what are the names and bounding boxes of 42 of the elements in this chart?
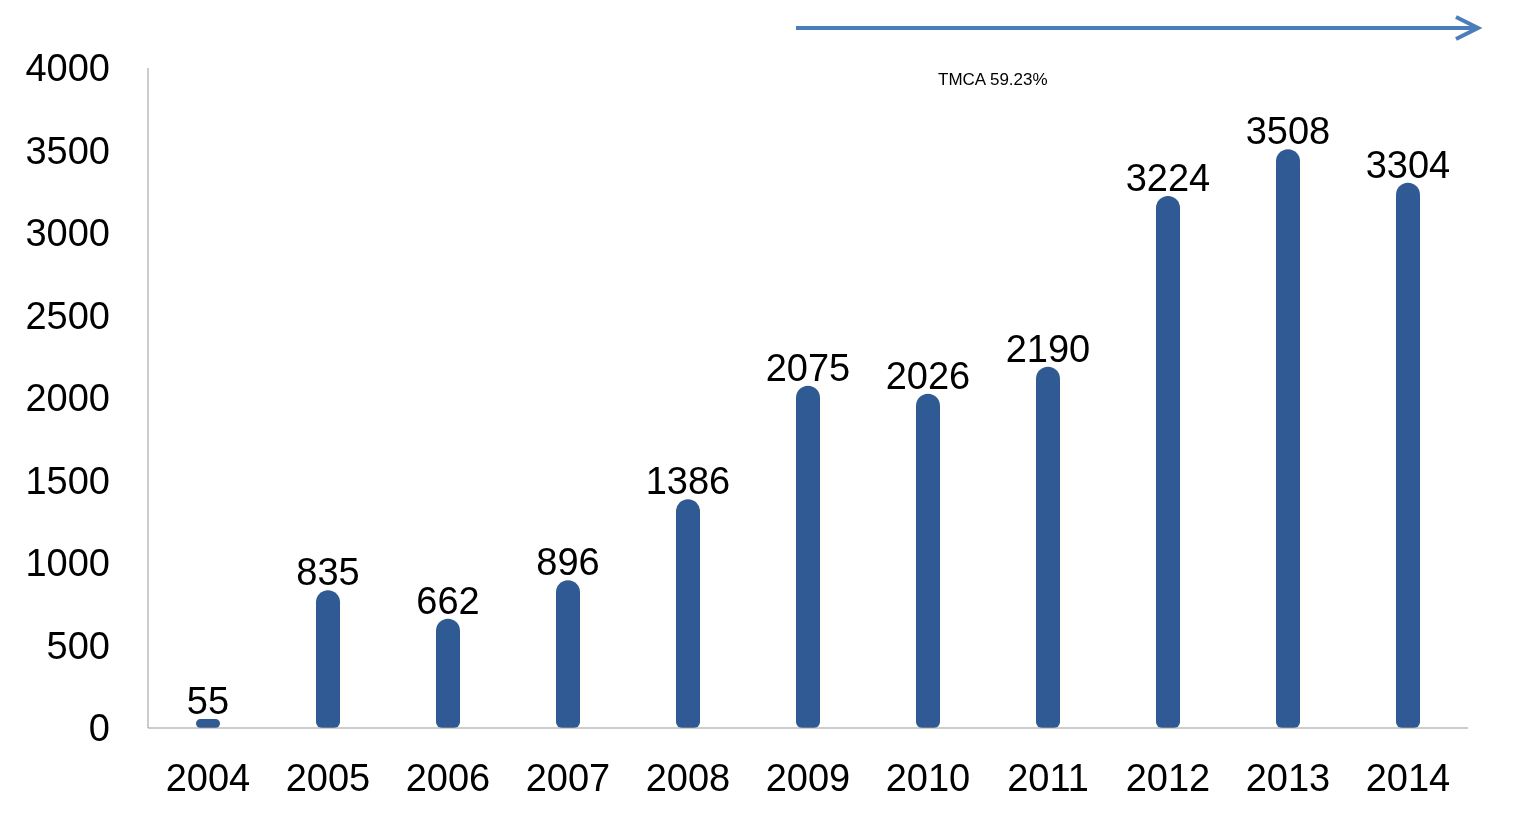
y-tick-label: 4000: [25, 47, 110, 90]
bar: [1276, 149, 1300, 728]
bar: [1036, 366, 1060, 728]
data-label: 896: [536, 541, 600, 584]
bar: [916, 393, 940, 728]
data-label: 835: [296, 551, 360, 594]
x-tick-label: 2004: [165, 756, 251, 799]
bar: [316, 590, 340, 728]
bar: [436, 618, 460, 728]
x-tick-label: 2011: [1007, 756, 1089, 799]
annotation: TMCA 59.23%: [938, 70, 1048, 90]
y-tick-label: 3000: [25, 212, 110, 255]
x-tick-label: 2012: [1125, 756, 1211, 799]
x-tick-label: 2005: [285, 756, 371, 799]
y-tick-label: 500: [46, 624, 110, 667]
y-tick-label: 1500: [25, 459, 110, 502]
bar: [796, 385, 820, 728]
data-label: 2190: [1005, 327, 1091, 370]
bar: [1156, 196, 1180, 728]
data-label: 3224: [1125, 157, 1211, 200]
data-label: 662: [416, 579, 480, 622]
x-tick-label: 2013: [1245, 756, 1331, 799]
x-tick-label: 2010: [885, 756, 971, 799]
y-tick-label: 3500: [25, 129, 110, 172]
data-label: 1386: [645, 460, 731, 503]
data-label: 2075: [765, 346, 851, 389]
y-tick-label: 1000: [25, 542, 110, 585]
y-tick-label: 2500: [25, 294, 110, 337]
data-label: 3508: [1245, 110, 1331, 153]
bar: [1396, 182, 1420, 728]
bar: [556, 580, 580, 728]
x-tick-label: 2007: [525, 756, 611, 799]
data-label: 55: [186, 679, 230, 722]
data-label: 3304: [1365, 143, 1451, 186]
bar: [676, 499, 700, 728]
x-tick-label: 2014: [1365, 756, 1451, 799]
y-tick-label: 2000: [25, 377, 110, 420]
x-tick-label: 2006: [405, 756, 491, 799]
data-label: 2026: [885, 354, 971, 397]
x-tick-label: 2009: [765, 756, 851, 799]
x-tick-label: 2008: [645, 756, 731, 799]
y-tick-label: 0: [88, 707, 110, 750]
